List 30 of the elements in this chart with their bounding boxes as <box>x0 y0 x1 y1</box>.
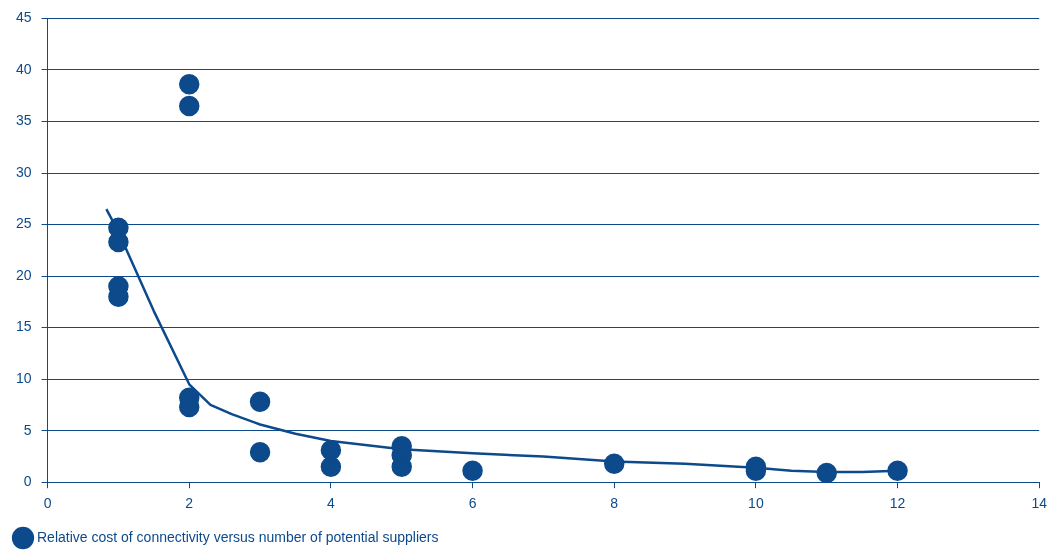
point <box>320 456 342 477</box>
x-tick-label: 2 <box>185 495 194 512</box>
x-tick-label: 14 <box>1031 495 1048 512</box>
y-tick-label: 40 <box>15 60 32 77</box>
legend-label: Relative cost of connectivity versus number of potential suppliers <box>37 528 439 545</box>
point <box>249 391 271 413</box>
y-tick-label: 25 <box>15 215 32 232</box>
point <box>249 442 271 463</box>
x-tick-label: 6 <box>468 495 477 512</box>
x-tick-label: 0 <box>43 495 52 512</box>
y-tick-label: 15 <box>15 318 32 335</box>
point <box>320 440 342 461</box>
y-tick-label: 35 <box>15 112 32 129</box>
y-tick-label: 45 <box>15 9 32 26</box>
point <box>178 95 200 117</box>
x-tick-label: 8 <box>610 495 619 512</box>
y-tick-label: 5 <box>23 421 32 438</box>
y-tick-label: 20 <box>15 266 32 283</box>
x-tick-label: 4 <box>327 495 335 512</box>
point <box>462 460 483 482</box>
x-tick-label: 10 <box>748 495 764 512</box>
point <box>816 462 837 483</box>
y-tick-label: 10 <box>15 369 32 386</box>
point <box>178 74 200 95</box>
point <box>603 453 625 474</box>
point <box>108 231 129 253</box>
point <box>887 460 908 482</box>
y-tick-label: 0 <box>23 473 32 490</box>
y-tick-label: 30 <box>15 163 32 180</box>
x-tick-label: 12 <box>889 495 906 512</box>
